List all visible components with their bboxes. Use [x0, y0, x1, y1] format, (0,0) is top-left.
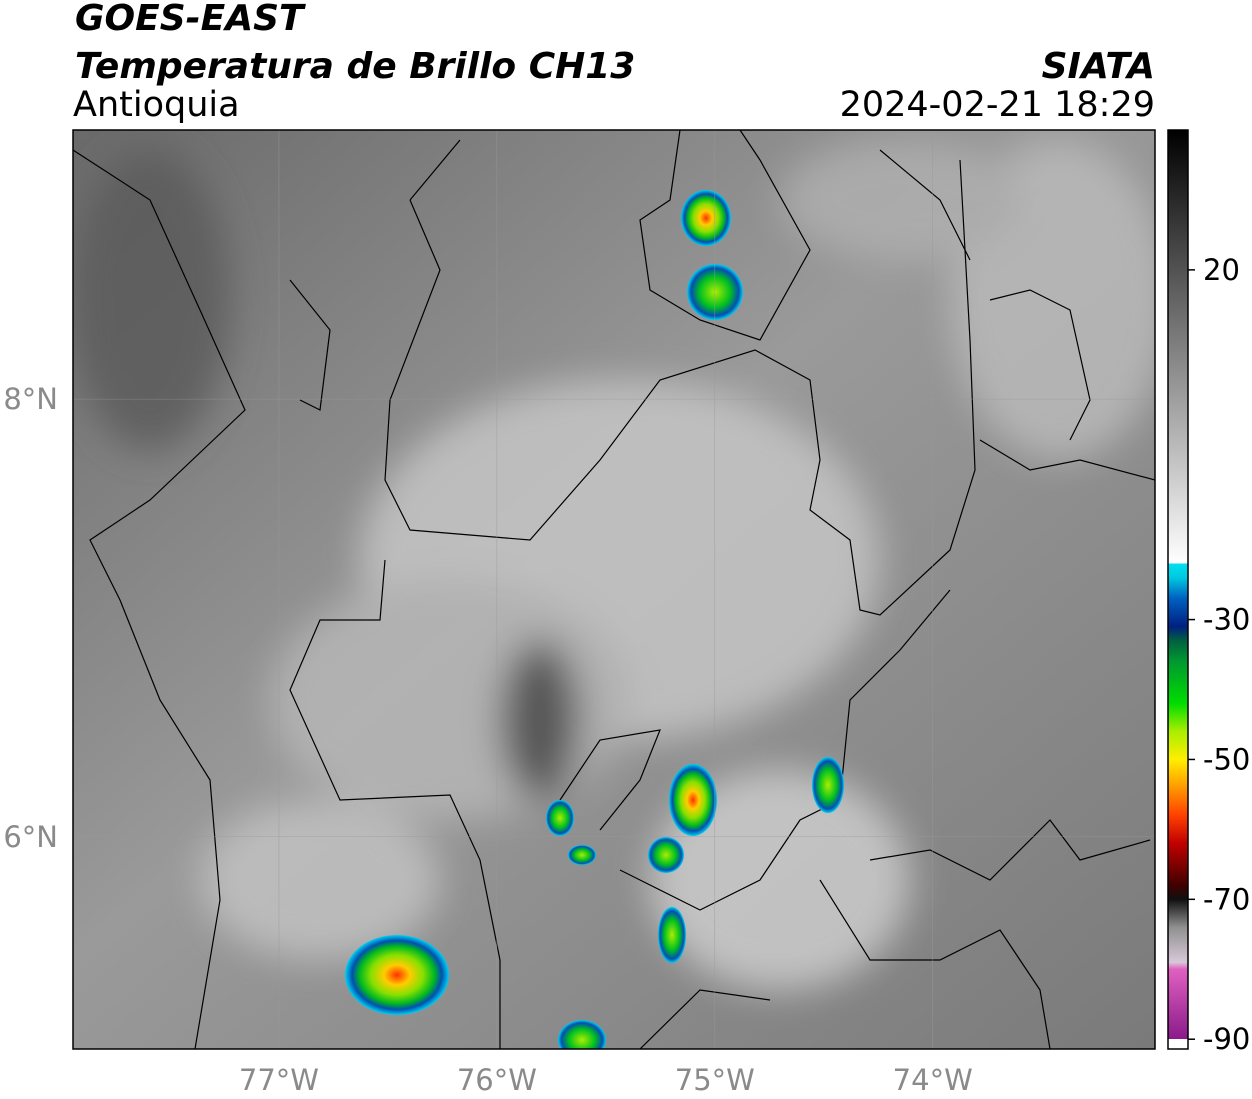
x-tick-label: 75°W — [675, 1063, 755, 1097]
colorbar-tick-label: 20 — [1203, 253, 1240, 287]
y-tick-label: 6°N — [3, 820, 58, 854]
x-tick-label: 77°W — [239, 1063, 319, 1097]
colorbar-tick-label: -50 — [1203, 742, 1250, 776]
subtitle: Temperatura de Brillo CH13 — [75, 46, 635, 87]
colorbar-tick-label: -90 — [1203, 1022, 1250, 1056]
y-tick-label: 8°N — [3, 382, 58, 416]
colorbar — [1167, 129, 1189, 1050]
map-image — [73, 130, 1155, 1049]
map-frame — [72, 129, 1156, 1050]
source: SIATA — [1042, 46, 1155, 87]
x-tick-label: 76°W — [457, 1063, 537, 1097]
datetime: 2024-02-21 18:29 — [840, 85, 1155, 125]
colorbar-tick-label: -70 — [1203, 882, 1250, 916]
x-tick-label: 74°W — [893, 1063, 973, 1097]
title: GOES-EAST — [75, 0, 306, 39]
graticule — [73, 130, 1155, 1049]
region: Antioquia — [73, 85, 240, 125]
colorbar-tick-label: -30 — [1203, 603, 1250, 637]
